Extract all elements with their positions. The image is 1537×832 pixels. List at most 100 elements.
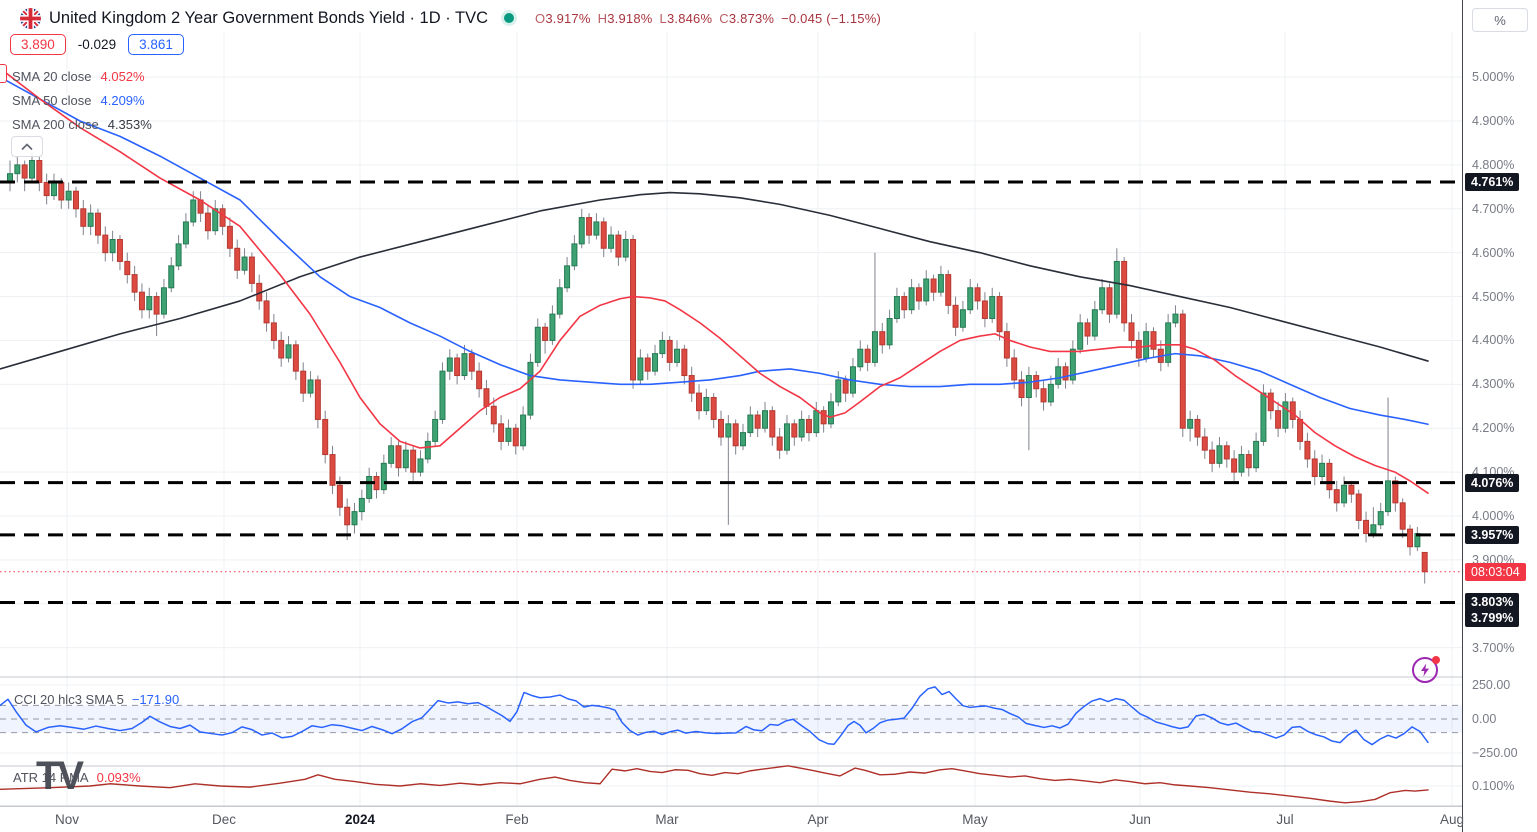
level-price-badge: 4.076% <box>1465 473 1520 492</box>
ohlc-item: L <box>659 10 667 26</box>
candle-body <box>1289 401 1296 420</box>
level-price-badge: 3.957% <box>1465 525 1520 544</box>
percent-scale-button[interactable]: % <box>1472 8 1528 32</box>
candle-body <box>1003 331 1010 359</box>
market-status-icon <box>504 13 515 23</box>
cci-label: CCI 20 hlc3 SMA 5 <box>14 692 124 707</box>
candle-body <box>1377 511 1384 526</box>
candle-body <box>740 432 746 447</box>
candle-body <box>270 322 277 341</box>
candle-body <box>395 445 402 469</box>
candle-body <box>300 370 307 394</box>
candle-body <box>424 440 431 460</box>
candle-body <box>65 190 72 201</box>
candle-body <box>248 256 255 284</box>
candle-body <box>1113 260 1120 315</box>
legend-sma-row[interactable]: SMA 50 close 4.209% <box>12 88 152 112</box>
events-button[interactable] <box>1412 656 1440 685</box>
candle-body <box>857 348 864 368</box>
candle-body <box>864 348 871 363</box>
candle-body <box>959 309 966 328</box>
candle-body <box>696 392 703 412</box>
candle-body <box>204 212 211 232</box>
bid-price-button[interactable]: 3.890 <box>10 34 66 55</box>
candle-body <box>1172 313 1179 324</box>
candle-body <box>1311 458 1318 478</box>
candle-body <box>190 199 197 223</box>
candle-body <box>1187 418 1194 429</box>
candle-body <box>761 410 768 429</box>
candle-body <box>285 344 292 359</box>
sma-label: SMA 200 close <box>12 116 99 132</box>
candle-body <box>1267 392 1274 412</box>
candle-body <box>710 396 717 420</box>
candle-body <box>1385 480 1392 513</box>
candle-body <box>981 300 988 319</box>
candle-body <box>153 296 160 315</box>
candle-body <box>776 436 783 451</box>
price-axis-label: 4.800% <box>1472 157 1515 172</box>
candle-body <box>615 234 622 258</box>
candle-body <box>212 208 219 232</box>
candle-body <box>43 181 50 197</box>
candle-body <box>644 357 651 372</box>
candle-body <box>87 212 94 227</box>
candle-body <box>1069 348 1076 381</box>
candle-body <box>410 449 417 473</box>
candle-body <box>14 164 21 175</box>
candle-body <box>908 287 915 311</box>
candle-body <box>813 410 820 434</box>
candle-body <box>586 217 593 236</box>
candle-body <box>1392 480 1399 504</box>
candle-body <box>542 326 549 341</box>
time-axis-label: Jun <box>1129 812 1151 827</box>
candle-body <box>600 221 607 249</box>
candle-body <box>1363 519 1370 535</box>
price-axis-label: 4.000% <box>1472 509 1515 523</box>
candle-body <box>674 348 681 363</box>
time-axis[interactable]: Nov Dec 2024 Feb Mar Apr May Jun Jul Aug <box>0 806 1464 832</box>
sma200-line <box>0 191 1429 370</box>
candle-body <box>556 287 563 315</box>
candle-body <box>827 401 834 425</box>
candle-body <box>1165 322 1172 363</box>
candle-body <box>527 361 534 416</box>
candle-body <box>769 410 776 438</box>
candle-body <box>1209 449 1216 464</box>
symbol-title[interactable]: United Kingdom 2 Year Government Bonds Y… <box>49 8 489 27</box>
legend-collapse-button[interactable] <box>11 136 43 157</box>
candle-body <box>1282 401 1289 429</box>
candle-body <box>732 423 739 447</box>
candle-body <box>1084 322 1091 337</box>
candle-body <box>1018 379 1025 398</box>
atr-legend[interactable]: ATR 14 RMA 0.093% <box>13 770 141 785</box>
cci-value: −171.90 <box>131 692 180 707</box>
candle-body <box>138 291 145 311</box>
legend-sma-row[interactable]: SMA 20 close 4.052% <box>12 64 152 88</box>
ohlc-item-value: −0.045 (−1.15%) <box>781 10 881 26</box>
candle-body <box>967 287 974 311</box>
candle-body <box>1091 309 1098 337</box>
ohlc-item: C <box>719 10 729 26</box>
candle-body <box>314 379 321 420</box>
clipped-price-label <box>0 64 7 83</box>
candle-body <box>549 313 556 341</box>
candle-body <box>754 414 761 429</box>
cci-legend[interactable]: CCI 20 hlc3 SMA 5 −171.90 <box>14 692 179 707</box>
candle-body <box>329 454 336 486</box>
candle-body <box>322 418 329 456</box>
uk-flag-icon <box>20 7 41 29</box>
candle-body <box>608 234 615 249</box>
candle-body <box>388 445 395 464</box>
candle-body <box>703 396 710 412</box>
ask-price-button[interactable]: 3.861 <box>128 34 184 55</box>
candle-body <box>1231 458 1238 473</box>
quote-row: 3.890 -0.029 3.861 <box>10 34 184 55</box>
candle-body <box>871 331 878 363</box>
price-axis[interactable]: % 5.000% 4.900% 4.800% 4.700% 4.600% 4.500% 4.… <box>1462 0 1537 832</box>
candle-body <box>886 317 893 346</box>
candle-body <box>483 388 490 407</box>
legend-sma-row[interactable]: SMA 200 close 4.353% <box>12 112 152 136</box>
time-axis-label: Dec <box>211 812 237 827</box>
